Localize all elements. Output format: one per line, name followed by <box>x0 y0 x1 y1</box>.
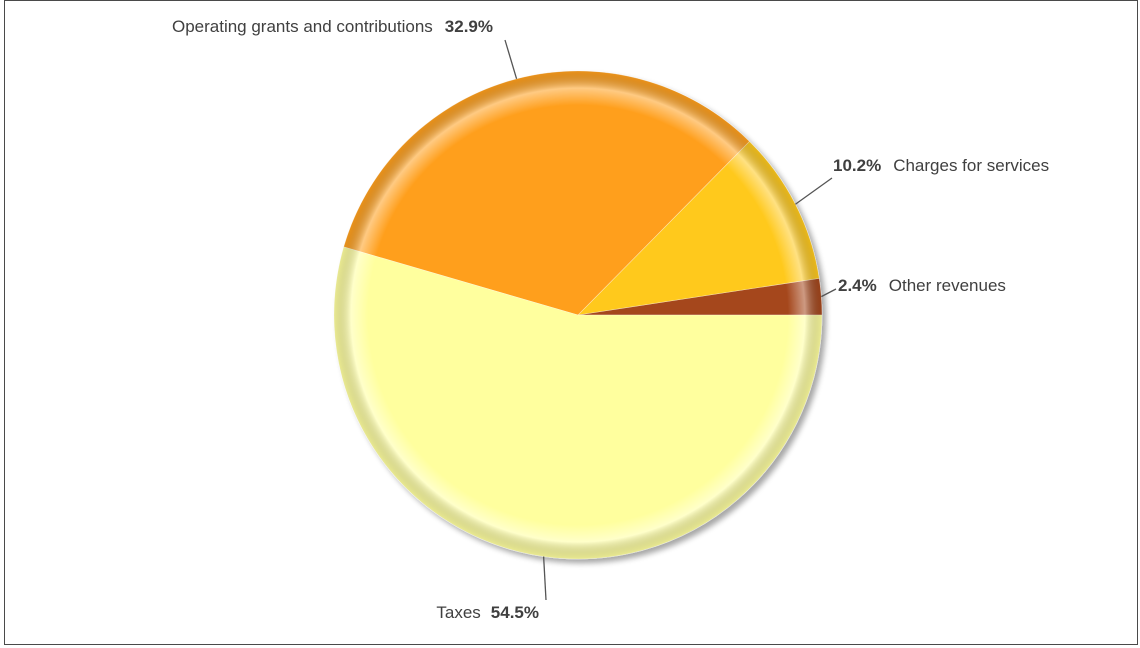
slice-category-label: Other revenues <box>889 276 1006 295</box>
leader-line <box>821 288 837 298</box>
slice-label-other-revenues: 2.4% Other revenues <box>838 276 1006 295</box>
leader-line <box>504 39 518 80</box>
slice-value-label: 2.4% <box>838 276 877 295</box>
slice-category-label: Charges for services <box>893 156 1049 175</box>
slice-value-label: 10.2% <box>833 156 881 175</box>
slice-label-operating-grants: Operating grants and contributions 32.9% <box>172 17 493 36</box>
slice-category-label: Taxes <box>436 603 480 622</box>
slice-label-taxes: Taxes 54.5% <box>436 603 539 622</box>
slice-label-charges-for-services: 10.2% Charges for services <box>833 156 1049 175</box>
slice-category-label: Operating grants and contributions <box>172 17 433 36</box>
slice-value-label: 54.5% <box>491 603 539 622</box>
leader-line <box>795 177 833 205</box>
leader-line <box>542 556 547 601</box>
slice-value-label: 32.9% <box>445 17 493 36</box>
